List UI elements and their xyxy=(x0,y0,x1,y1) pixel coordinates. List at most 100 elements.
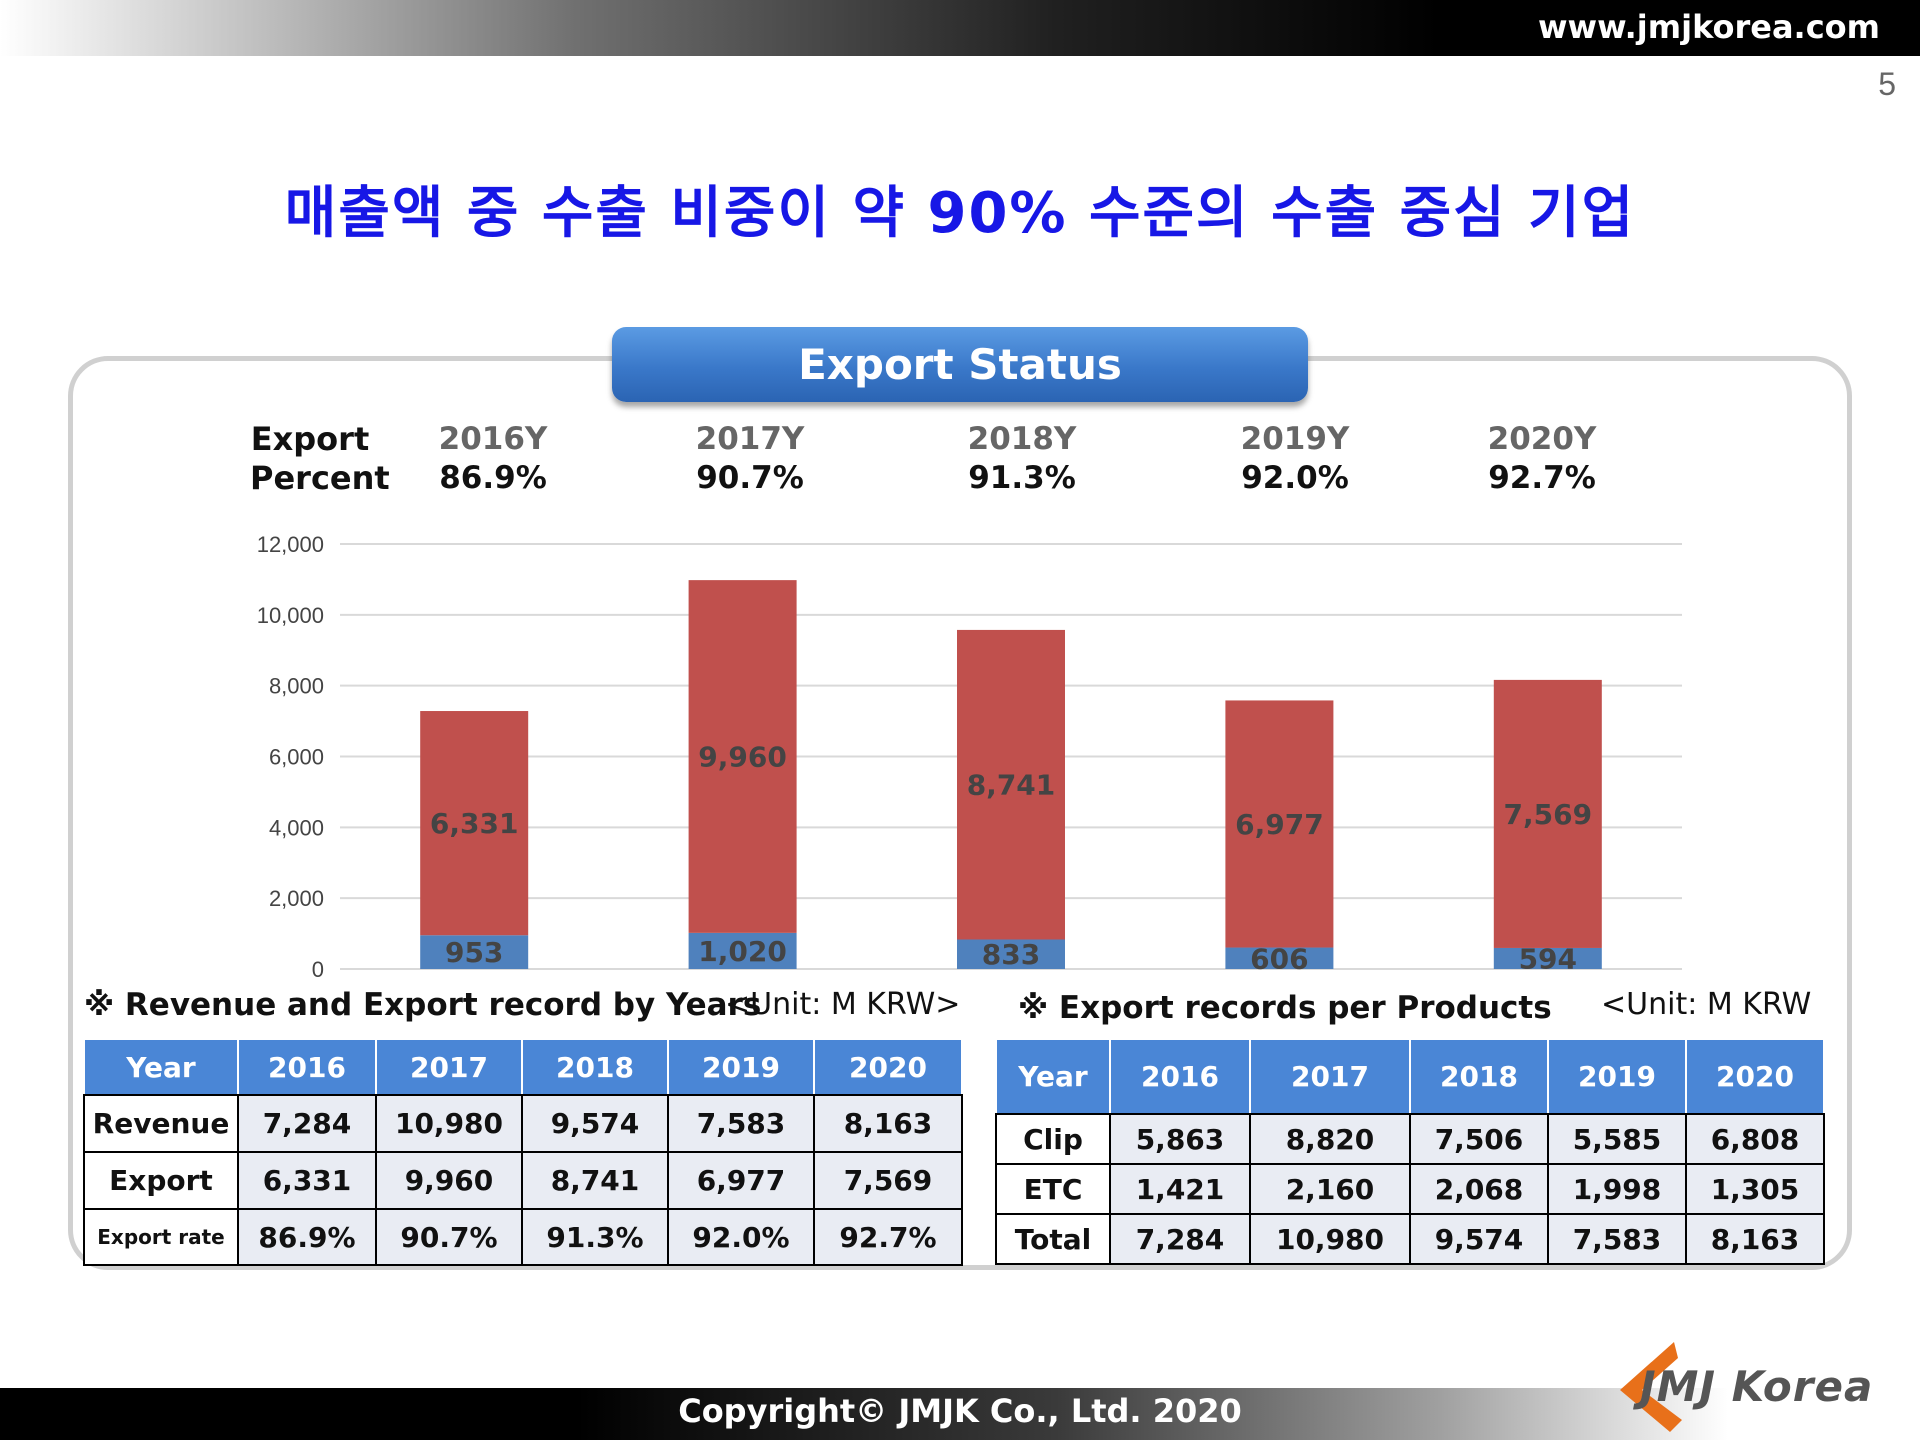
table-header-row: Year 2016 2017 2018 2019 2020 xyxy=(995,1038,1825,1115)
y-tick-label: 10,000 xyxy=(257,603,324,628)
jmj-korea-logo xyxy=(1620,1342,1682,1432)
footer-banner xyxy=(0,1388,1920,1440)
table-cell: 9,960 xyxy=(375,1151,523,1210)
export-percent-year: 2019Y xyxy=(1240,421,1350,457)
revenue-unit-label: <Unit: M KRW> xyxy=(725,987,961,1022)
products-section-title: ※ Export records per Products xyxy=(1018,990,1552,1026)
row-label: Export rate xyxy=(83,1208,239,1266)
copyright-text: Copyright© JMJK Co., Ltd. 2020 xyxy=(678,1392,1242,1430)
export-percent-value: 86.9% xyxy=(439,460,547,496)
top-banner xyxy=(0,0,1920,56)
y-tick-label: 12,000 xyxy=(257,532,324,557)
table-cell: 2,160 xyxy=(1249,1163,1411,1215)
bar-data-label: 606 xyxy=(1250,942,1308,975)
export-percent-year: 2018Y xyxy=(967,421,1077,457)
bar-upper-segment xyxy=(688,580,797,933)
table-cell: 6,977 xyxy=(667,1151,815,1210)
table-cell: 92.7% xyxy=(813,1208,963,1266)
export-percent-value: 91.3% xyxy=(968,460,1076,496)
page-number: 5 xyxy=(1878,66,1896,102)
bar-upper-segment xyxy=(957,629,1065,940)
row-label: Revenue xyxy=(83,1094,239,1153)
row-label: Export xyxy=(83,1151,239,1210)
export-percent-value: 90.7% xyxy=(696,460,804,496)
export-percent-item: 2019Y 92.0% xyxy=(1205,420,1385,498)
products-unit-label: <Unit: M KRW xyxy=(1601,987,1812,1022)
y-tick-label: 0 xyxy=(312,957,324,982)
revenue-table: Year 2016 2017 2018 2019 2020 Revenue 7,… xyxy=(83,1038,963,1266)
export-percent-value: 92.0% xyxy=(1241,460,1349,496)
export-percent-year: 2017Y xyxy=(695,421,805,457)
table-cell: 9,574 xyxy=(1409,1213,1549,1265)
table-row: ETC 1,421 2,160 2,068 1,998 1,305 xyxy=(995,1163,1825,1215)
export-percent-label-line1: Export xyxy=(250,420,370,458)
table-cell: 8,741 xyxy=(521,1151,669,1210)
table-header-row: Year 2016 2017 2018 2019 2020 xyxy=(83,1038,963,1096)
table-cell: 8,163 xyxy=(813,1094,963,1153)
table-header-cell: 2018 xyxy=(521,1038,669,1096)
table-cell: 7,569 xyxy=(813,1151,963,1210)
bar-lower-segment xyxy=(688,932,797,969)
table-cell: 1,998 xyxy=(1547,1163,1687,1215)
bar-upper-segment xyxy=(1493,679,1602,948)
table-cell: 7,583 xyxy=(1547,1213,1687,1265)
export-percent-item: 2018Y 91.3% xyxy=(932,420,1112,498)
table-cell: 7,284 xyxy=(237,1094,377,1153)
bar-data-label: 953 xyxy=(445,936,503,969)
table-header-cell: Year xyxy=(995,1038,1111,1115)
bar-data-label: 833 xyxy=(982,938,1040,971)
bar-lower-segment xyxy=(957,939,1065,969)
y-tick-label: 6,000 xyxy=(269,745,324,770)
logo-text: JMJ Korea xyxy=(1640,1362,1874,1411)
bar-data-label: 7,569 xyxy=(1504,798,1593,831)
table-cell: 6,808 xyxy=(1685,1113,1825,1165)
table-header-cell: 2020 xyxy=(813,1038,963,1096)
table-cell: 7,284 xyxy=(1109,1213,1251,1265)
table-cell: 5,585 xyxy=(1547,1113,1687,1165)
row-label: ETC xyxy=(995,1163,1111,1215)
row-label: Total xyxy=(995,1213,1111,1265)
table-header-cell: 2016 xyxy=(237,1038,377,1096)
table-cell: 10,980 xyxy=(375,1094,523,1153)
export-percent-label-line2: Percent xyxy=(250,459,390,497)
table-cell: 9,574 xyxy=(521,1094,669,1153)
revenue-section-title: ※ Revenue and Export record by Years xyxy=(84,987,762,1023)
export-percent-item: 2020Y 92.7% xyxy=(1452,420,1632,498)
table-cell: 5,863 xyxy=(1109,1113,1251,1165)
table-header-cell: Year xyxy=(83,1038,239,1096)
stacked-bar-chart: 0 2,000 4,000 6,000 8,000 10,000 12,000 953 6,33… xyxy=(257,532,1682,982)
table-row: Clip 5,863 8,820 7,506 5,585 6,808 xyxy=(995,1113,1825,1165)
table-header-cell: 2017 xyxy=(375,1038,523,1096)
bar-upper-segment xyxy=(420,711,529,936)
table-cell: 7,583 xyxy=(667,1094,815,1153)
table-header-cell: 2019 xyxy=(1547,1038,1687,1115)
bar-lower-segment xyxy=(1493,947,1602,969)
y-tick-label: 8,000 xyxy=(269,674,324,699)
table-row: Export rate 86.9% 90.7% 91.3% 92.0% 92.7… xyxy=(83,1208,963,1266)
bar-lower-segment xyxy=(1225,947,1334,969)
products-table: Year 2016 2017 2018 2019 2020 Clip 5,863… xyxy=(995,1038,1825,1265)
table-header-cell: 2018 xyxy=(1409,1038,1549,1115)
bar-data-label: 594 xyxy=(1519,942,1577,975)
table-cell: 1,421 xyxy=(1109,1163,1251,1215)
table-header-cell: 2019 xyxy=(667,1038,815,1096)
table-cell: 90.7% xyxy=(375,1208,523,1266)
bar-data-label: 8,741 xyxy=(967,769,1056,802)
bar-lower-segment xyxy=(420,935,529,969)
website-url[interactable]: www.jmjkorea.com xyxy=(1537,8,1880,46)
bar-data-label: 9,960 xyxy=(698,741,787,774)
table-cell: 10,980 xyxy=(1249,1213,1411,1265)
table-header-cell: 2016 xyxy=(1109,1038,1251,1115)
table-row: Revenue 7,284 10,980 9,574 7,583 8,163 xyxy=(83,1094,963,1153)
bar-data-label: 1,020 xyxy=(698,935,787,968)
table-row: Total 7,284 10,980 9,574 7,583 8,163 xyxy=(995,1213,1825,1265)
y-tick-label: 4,000 xyxy=(269,815,324,840)
bar-upper-segment xyxy=(1225,700,1334,948)
export-percent-value: 92.7% xyxy=(1488,460,1596,496)
slide-title: 매출액 중 수출 비중이 약 90% 수준의 수출 중심 기업 xyxy=(284,181,1636,246)
logo-diamond-shape xyxy=(1620,1342,1682,1432)
table-cell: 7,506 xyxy=(1409,1113,1549,1165)
table-cell: 86.9% xyxy=(237,1208,377,1266)
table-cell: 6,331 xyxy=(237,1151,377,1210)
table-row: Export 6,331 9,960 8,741 6,977 7,569 xyxy=(83,1151,963,1210)
